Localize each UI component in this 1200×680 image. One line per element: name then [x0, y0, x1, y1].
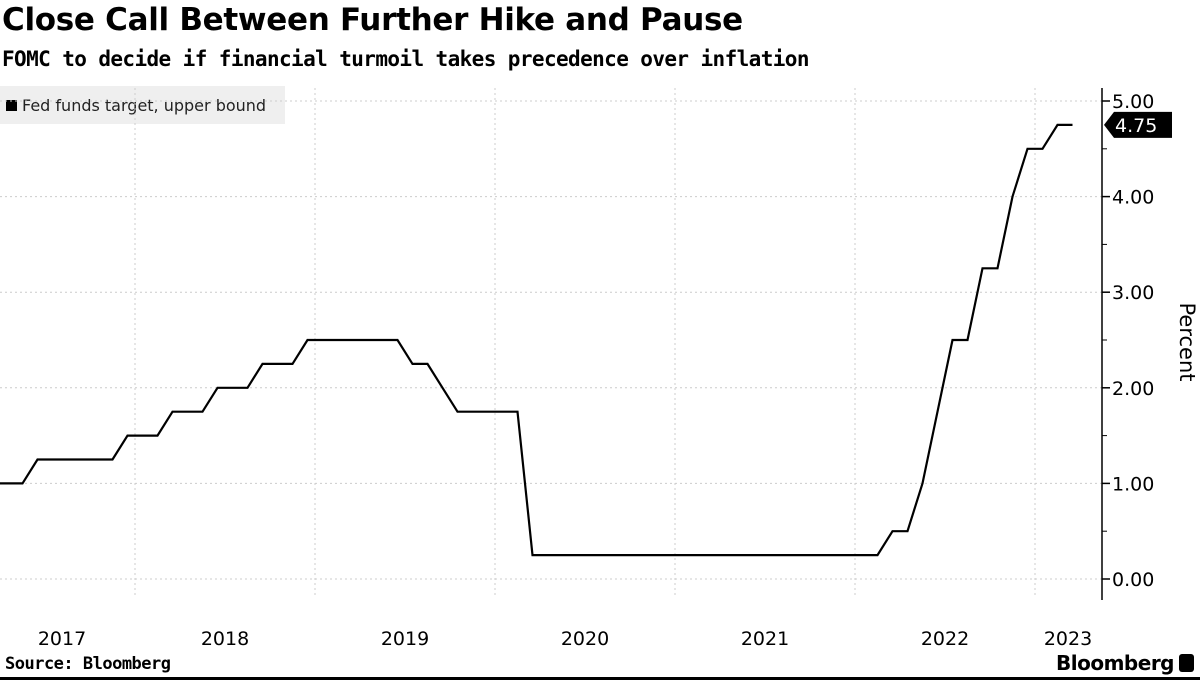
x-tick-label: 2018: [201, 628, 249, 650]
chart-subtitle: FOMC to decide if financial turmoil take…: [2, 47, 809, 71]
x-tick-label: 2019: [381, 628, 429, 650]
y-tick-label: 1.00: [1112, 473, 1154, 495]
legend-label: Fed funds target, upper bound: [22, 95, 267, 115]
legend-swatch: [6, 99, 17, 111]
x-tick-label: 2020: [561, 628, 609, 650]
brand-logo: Bloomberg: [1056, 651, 1174, 675]
y-tick-label: 3.00: [1112, 282, 1154, 304]
y-tick-label: 0.00: [1112, 569, 1154, 591]
chart-title: Close Call Between Further Hike and Paus…: [2, 2, 743, 38]
y-tick-label: 4.00: [1112, 187, 1154, 209]
y-tick-label: 5.00: [1112, 91, 1154, 113]
bloomberg-icon: [1179, 654, 1194, 672]
x-tick-label: 2023: [1044, 628, 1092, 650]
source-note: Source: Bloomberg: [5, 654, 171, 674]
y-axis-label: Percent: [1175, 302, 1199, 381]
series-line-fed-funds: [0, 123, 1073, 557]
last-value-label: 4.75: [1115, 115, 1157, 137]
bottom-rule: [0, 677, 1200, 680]
x-tick-label: 2021: [741, 628, 789, 650]
x-tick-label: 2022: [921, 628, 969, 650]
y-tick-label: 2.00: [1112, 378, 1154, 400]
last-value-tag: [1104, 111, 1172, 138]
x-tick-label: 2017: [38, 628, 86, 650]
legend: Fed funds target, upper bound: [0, 86, 285, 124]
